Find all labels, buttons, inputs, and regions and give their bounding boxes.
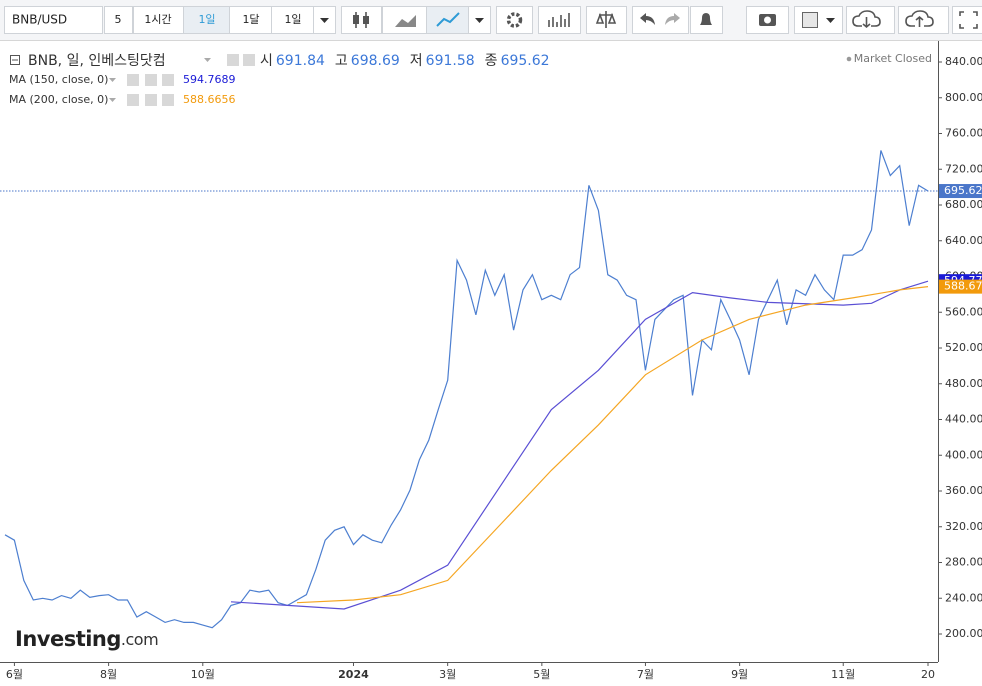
- icon: [363, 16, 369, 24]
- legend-icon: [145, 74, 157, 86]
- legend-name: MA (200, close, 0): [9, 93, 108, 106]
- y-tick-label: 280.00: [945, 556, 982, 569]
- legend-icon: [162, 74, 174, 86]
- legend-caret: [204, 58, 211, 62]
- icon: [803, 13, 818, 28]
- ohlc-label: 시: [260, 53, 273, 69]
- undo-redo[interactable]: [633, 7, 689, 34]
- watermark-suffix: .com: [121, 630, 158, 649]
- icon: [764, 17, 771, 24]
- legend-icon: [127, 94, 139, 106]
- x-tick-label: 2024: [338, 668, 369, 681]
- y-tick-label: 440.00: [945, 413, 982, 426]
- y-tick-label: 400.00: [945, 448, 982, 461]
- price-tag-label: 695.62: [944, 184, 982, 197]
- button-label: 1달: [242, 13, 259, 26]
- toolbar: BNB/USD 5 1시간 1일 1달 1일: [0, 0, 982, 40]
- legend-icon: [162, 94, 174, 106]
- fullscreen-button[interactable]: [953, 7, 982, 34]
- ohlc-value: 691.58: [426, 53, 475, 69]
- icon: [353, 15, 359, 24]
- ohlc-label: 종: [485, 53, 498, 69]
- ma-line: [231, 281, 928, 609]
- y-tick-label: 320.00: [945, 520, 982, 533]
- y-tick-label: 840.00: [945, 55, 982, 68]
- legend-caret: [109, 98, 116, 102]
- x-tick-label: 5월: [533, 668, 550, 681]
- legend-icon: [227, 54, 239, 66]
- candle-button[interactable]: [342, 7, 382, 34]
- legend-caret: [109, 78, 116, 82]
- interval-value: 5: [115, 13, 122, 26]
- x-tick-label: 9월: [731, 668, 748, 681]
- ohlc-label: 고: [335, 53, 348, 69]
- y-tick-label: 240.00: [945, 591, 982, 604]
- market-status: Market Closed: [854, 52, 932, 65]
- legend-icon: [127, 74, 139, 86]
- x-tick-label: 20: [921, 668, 935, 681]
- watermark: Investing: [15, 627, 121, 651]
- y-tick-label: 360.00: [945, 484, 982, 497]
- y-tick-label: 560.00: [945, 305, 982, 318]
- x-tick-label: 7월: [637, 668, 654, 681]
- button-label: 1일: [284, 12, 301, 26]
- x-tick-label: 8월: [100, 668, 117, 681]
- settings-button[interactable]: [497, 7, 533, 34]
- y-tick-label: 640.00: [945, 234, 982, 247]
- y-tick-label: 480.00: [945, 377, 982, 390]
- indicator-button[interactable]: [539, 7, 581, 34]
- symbol: BNB/USD: [12, 13, 67, 27]
- y-tick-label: 760.00: [945, 127, 982, 140]
- x-tick-label: 6월: [6, 668, 23, 681]
- plot: [0, 151, 938, 628]
- chart-title: BNB, 일, 인베스팅닷컴: [28, 53, 166, 69]
- x-tick-label: 3월: [439, 668, 456, 681]
- price-line: [5, 151, 928, 628]
- legend-icon: [243, 54, 255, 66]
- ohlc-value: 698.69: [351, 53, 400, 69]
- button-label: 1일: [198, 12, 215, 26]
- ohlc-value: 695.62: [501, 53, 550, 69]
- legend-value: 594.7689: [183, 73, 236, 86]
- legend-icon: [145, 94, 157, 106]
- y-tick-label: 680.00: [945, 198, 982, 211]
- ma-line: [297, 287, 928, 603]
- y-tick-label: 720.00: [945, 162, 982, 175]
- watermark: Investing.com: [15, 627, 158, 651]
- price-tag-label: 588.67: [944, 280, 982, 293]
- x-tick-label: 11월: [831, 668, 855, 681]
- legend-value: 588.6656: [183, 93, 236, 106]
- y-tick-label: 520.00: [945, 341, 982, 354]
- x-tick-label: 10월: [191, 668, 215, 681]
- ohlc-label: 저: [410, 53, 423, 69]
- status-dot: [847, 57, 852, 62]
- template-button[interactable]: [795, 7, 843, 34]
- legend-name: MA (150, close, 0): [9, 73, 108, 86]
- button-label: 1시간: [144, 13, 171, 26]
- y-tick-label: 800.00: [945, 91, 982, 104]
- ohlc-value: 691.84: [276, 53, 325, 69]
- y-tick-label: 200.00: [945, 627, 982, 640]
- area-button[interactable]: [383, 7, 427, 34]
